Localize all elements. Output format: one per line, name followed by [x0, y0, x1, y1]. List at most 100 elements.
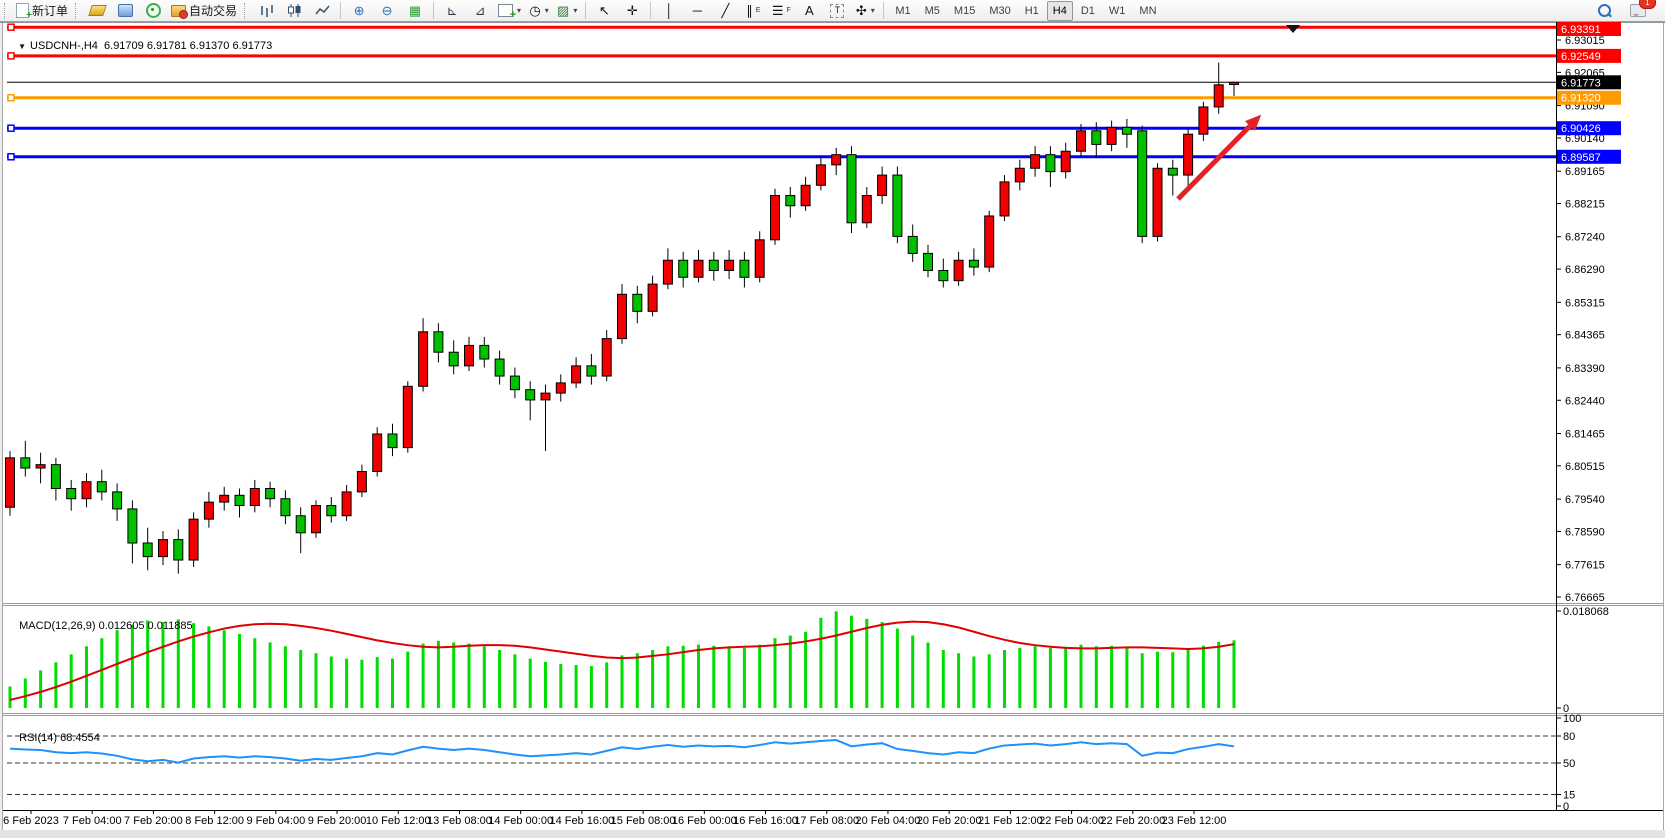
- time-tick-label: 8 Feb 12:00: [185, 815, 244, 827]
- zoom-in-button[interactable]: ⊕: [346, 0, 372, 22]
- time-tick-label: 13 Feb 08:00: [427, 815, 492, 827]
- crosshair-button[interactable]: ✛: [619, 0, 645, 22]
- trendline-button[interactable]: ╱: [712, 0, 738, 22]
- macd-histogram-bar: [100, 638, 104, 708]
- hline-handle[interactable]: [7, 52, 15, 60]
- annotation-arrow-shaft[interactable]: [1176, 124, 1252, 201]
- data-window-button[interactable]: [140, 0, 166, 22]
- candle-body: [1060, 150, 1071, 173]
- candle-body: [1198, 106, 1209, 135]
- time-tick-label: 22 Feb 20:00: [1100, 815, 1165, 827]
- price-tick-label: 6.78590: [1565, 526, 1605, 538]
- timeframe-d1[interactable]: D1: [1080, 4, 1095, 17]
- macd-histogram-bar: [207, 626, 211, 708]
- candlestick-chart-button[interactable]: [281, 0, 307, 22]
- price-tick-label: 6.79540: [1565, 494, 1605, 506]
- macd-histogram-bar: [452, 642, 456, 708]
- zoom-out-button[interactable]: ⊖: [374, 0, 400, 22]
- candle-body: [66, 487, 77, 500]
- auto-trading-button[interactable]: 自动交易: [168, 0, 240, 22]
- chat-button[interactable]: 1: [1625, 0, 1656, 22]
- hline-handle[interactable]: [7, 153, 15, 161]
- price-line-label: 6.90426: [1561, 123, 1601, 135]
- candle-body: [372, 433, 383, 472]
- macd-histogram-bar: [895, 628, 899, 708]
- hline-handle[interactable]: [7, 23, 15, 31]
- arrows-icon: ✣: [855, 2, 867, 18]
- new-order-button[interactable]: 新订单: [13, 0, 71, 22]
- one-click-trading-arrow-icon[interactable]: ▼: [18, 42, 27, 51]
- macd-histogram-bar: [773, 638, 777, 708]
- candle-body: [448, 351, 459, 367]
- arrows-button[interactable]: ✣ ▾: [852, 0, 878, 22]
- hline-handle[interactable]: [7, 93, 15, 102]
- macd-histogram-bar: [1171, 652, 1175, 708]
- candle-body: [1121, 126, 1132, 135]
- candle-body: [96, 481, 107, 493]
- cursor-button[interactable]: ↖: [591, 0, 617, 22]
- timeframe-mn[interactable]: MN: [1139, 4, 1157, 17]
- fibonacci-button[interactable]: ☰ F: [768, 0, 794, 22]
- rsi-pane: 100 80 50 150: [7, 713, 1581, 813]
- candle-body: [1030, 154, 1041, 169]
- line-chart-button[interactable]: [309, 0, 335, 22]
- bar-chart-button[interactable]: [253, 0, 279, 22]
- timeframe-m15[interactable]: M15: [953, 4, 976, 17]
- timeframe-h1[interactable]: H1: [1024, 4, 1039, 17]
- macd-histogram-bar: [406, 651, 410, 708]
- line-chart-icon: [314, 5, 330, 15]
- macd-signal-line: [9, 620, 1235, 701]
- text-button[interactable]: A: [796, 0, 822, 22]
- tile-windows-button[interactable]: ▦: [402, 0, 428, 22]
- text-label-button[interactable]: T: [824, 0, 850, 22]
- horizontal-line-button[interactable]: ─: [684, 0, 710, 22]
- candle-body: [1229, 81, 1239, 85]
- candle-body: [923, 252, 933, 271]
- rsi-scale-label: 80: [1563, 731, 1575, 743]
- macd-histogram-bar: [115, 630, 119, 708]
- equidistant-channel-button[interactable]: ∥ E: [740, 0, 766, 22]
- timeframe-m1[interactable]: M1: [895, 4, 911, 17]
- timeframe-w1[interactable]: W1: [1108, 4, 1126, 17]
- toolbar-separator: [883, 2, 885, 19]
- auto-scroll-button[interactable]: ⊾: [439, 0, 465, 22]
- hline-handle[interactable]: [7, 124, 15, 132]
- chart-shift-icon: ⊿: [474, 2, 486, 18]
- profiles-icon: [87, 5, 107, 16]
- profiles-button[interactable]: [84, 0, 110, 22]
- dropdown-arrow-icon: ▾: [544, 6, 549, 15]
- annotation-arrow-head[interactable]: [1245, 114, 1262, 131]
- periods-button[interactable]: ◷ ▾: [526, 0, 552, 22]
- candle-body: [938, 269, 949, 282]
- templates-button[interactable]: ▨ ▾: [554, 0, 580, 22]
- macd-histogram-bar: [972, 656, 976, 708]
- market-watch-button[interactable]: [112, 0, 138, 22]
- macd-histogram-bar: [1079, 644, 1083, 708]
- macd-histogram-bar: [1048, 647, 1052, 708]
- candle-body: [846, 154, 857, 224]
- time-axis: 6 Feb 2023 7 Feb 04:00 7 Feb 20:00 8 Feb 12…: [3, 810, 1226, 827]
- candle-body: [112, 491, 123, 510]
- dropdown-arrow-icon: ▾: [517, 6, 522, 15]
- chart-shift-button[interactable]: ⊿: [467, 0, 493, 22]
- chart-title[interactable]: ▼ USDCNH-,H4 6.91709 6.91781 6.91370 6.91…: [12, 28, 272, 52]
- timeframe-m5[interactable]: M5: [924, 4, 940, 17]
- macd-histogram-bar: [788, 635, 792, 708]
- candle-body: [158, 539, 168, 558]
- timeframe-h4[interactable]: H4: [1046, 0, 1073, 21]
- candle-body: [739, 259, 750, 278]
- chart-shift-marker-icon[interactable]: [1286, 25, 1300, 33]
- search-button[interactable]: [1591, 0, 1617, 22]
- timeframe-m30[interactable]: M30: [989, 4, 1011, 17]
- indicators-button[interactable]: ▾: [495, 0, 524, 22]
- toolbar-separator: [433, 2, 435, 19]
- vertical-line-button[interactable]: │: [656, 0, 682, 22]
- macd-histogram-bar: [1186, 648, 1190, 708]
- macd-histogram-bar: [544, 661, 547, 708]
- time-tick-label: 20 Feb 20:00: [917, 815, 982, 827]
- crosshair-icon: ✛: [626, 2, 638, 18]
- candle-body: [1106, 126, 1117, 145]
- time-tick-label: 14 Feb 00:00: [488, 815, 553, 827]
- time-tick-label: 17 Feb 08:00: [794, 815, 859, 827]
